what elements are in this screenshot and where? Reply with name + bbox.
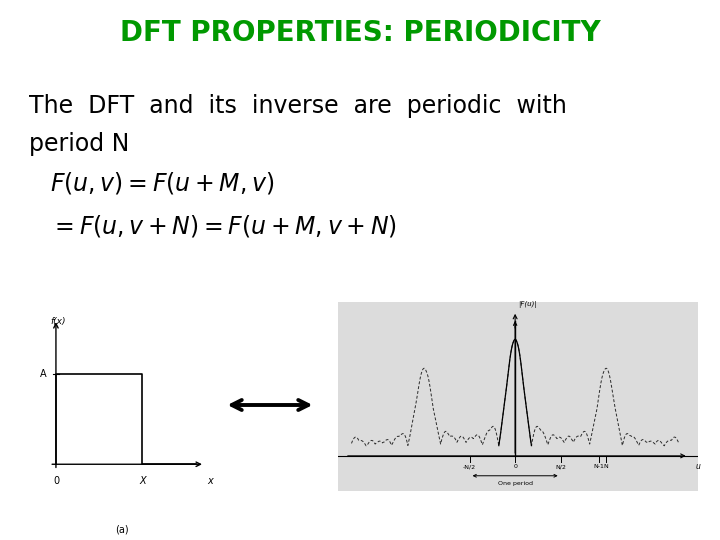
- Text: N/2: N/2: [555, 464, 566, 469]
- Text: x: x: [207, 476, 213, 487]
- Text: f(x): f(x): [50, 317, 66, 326]
- Text: DFT PROPERTIES: PERIODICITY: DFT PROPERTIES: PERIODICITY: [120, 19, 600, 47]
- Text: $F(u,v) = F(u+M,v)$: $F(u,v) = F(u+M,v)$: [50, 170, 275, 196]
- Text: (a): (a): [116, 524, 129, 534]
- Text: 0: 0: [53, 476, 59, 487]
- Text: The  DFT  and  its  inverse  are  periodic  with: The DFT and its inverse are periodic wit…: [29, 94, 567, 118]
- Text: u: u: [695, 462, 700, 470]
- Text: -N/2: -N/2: [463, 464, 476, 469]
- Text: 0: 0: [513, 464, 517, 469]
- Text: N-1: N-1: [593, 464, 604, 469]
- Text: period N: period N: [29, 132, 129, 156]
- Text: X: X: [139, 476, 145, 487]
- Text: One period: One period: [498, 482, 533, 487]
- Text: $= F(u,v+N) = F(u+M,v+N)$: $= F(u,v+N) = F(u+M,v+N)$: [50, 213, 397, 239]
- Text: A: A: [40, 369, 47, 379]
- Text: |F(u)|: |F(u)|: [518, 301, 537, 308]
- Text: N: N: [603, 464, 608, 469]
